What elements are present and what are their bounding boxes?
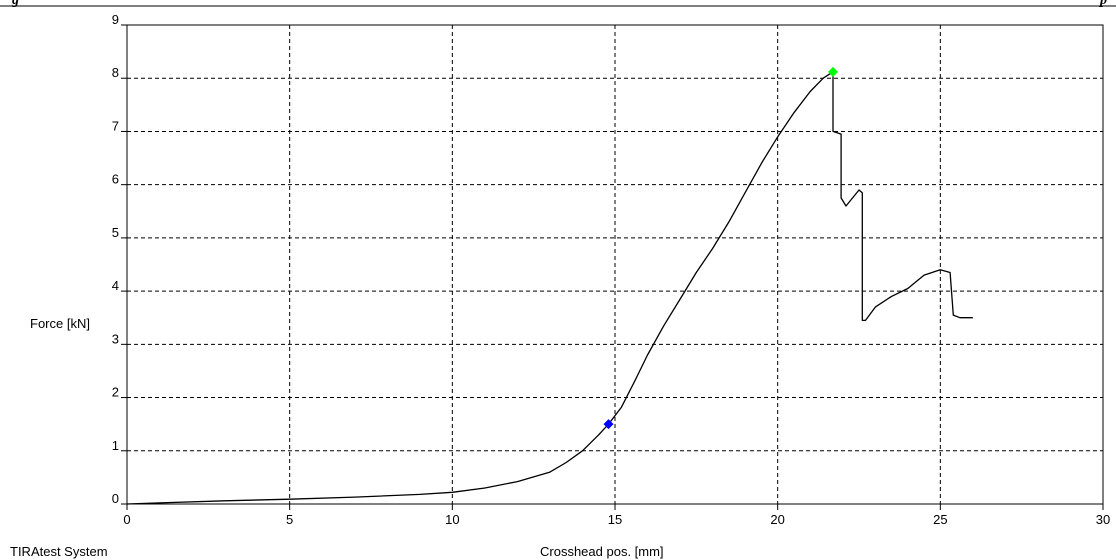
y-tick-label: 3 (112, 331, 119, 346)
y-tick-label: 0 (112, 491, 119, 506)
x-tick-label: 10 (445, 512, 459, 527)
x-axis-title: Crosshead pos. [mm] (540, 544, 664, 559)
y-tick-label: 7 (112, 118, 119, 133)
y-tick-label: 9 (112, 12, 119, 27)
y-tick-label: 5 (112, 225, 119, 240)
force-curve (126, 71, 973, 505)
data-marker (827, 66, 838, 77)
x-tick-label: 0 (123, 512, 130, 527)
markers-layer (603, 66, 838, 430)
grid (127, 25, 1103, 504)
data-marker (603, 419, 614, 430)
y-tick-label: 8 (112, 65, 119, 80)
header-fragment-right: p (1099, 0, 1107, 8)
y-tick-label: 4 (112, 278, 119, 293)
y-tick-label: 1 (112, 438, 119, 453)
x-tick-label: 30 (1096, 512, 1110, 527)
x-tick-label: 5 (286, 512, 293, 527)
x-tick-label: 15 (608, 512, 622, 527)
series-layer (126, 71, 973, 505)
y-axis-ticks: 0 1 2 3 4 5 6 7 8 9 (112, 12, 127, 506)
y-axis-title: Force [kN] (30, 316, 90, 331)
system-label: TIRAtest System (10, 544, 108, 559)
y-tick-label: 6 (112, 172, 119, 187)
y-tick-label: 2 (112, 385, 119, 400)
header-fragment-left: g (11, 0, 19, 8)
x-tick-label: 25 (933, 512, 947, 527)
x-axis-ticks: 0 5 10 15 20 25 30 (123, 504, 1110, 527)
x-tick-label: 20 (770, 512, 784, 527)
